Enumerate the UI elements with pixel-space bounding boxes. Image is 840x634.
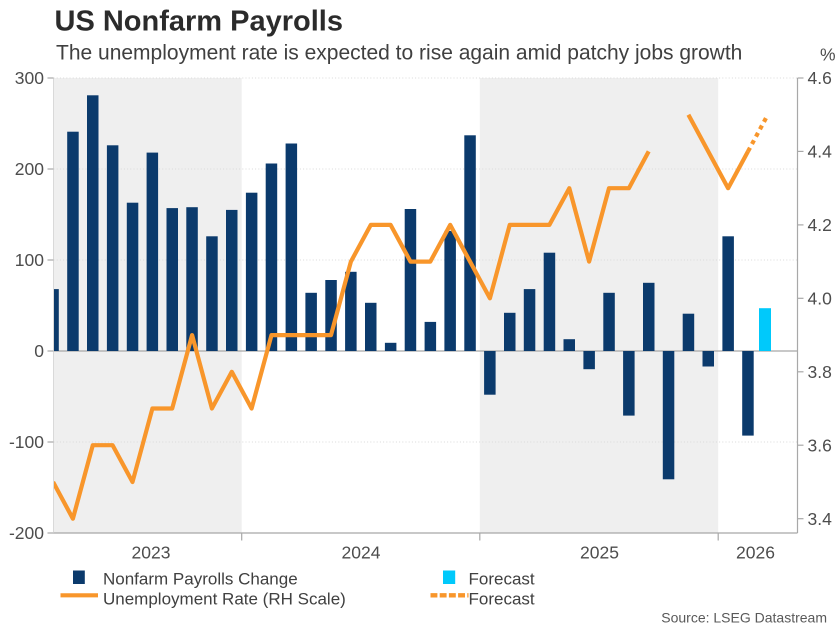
svg-text:Nonfarm Payrolls Change: Nonfarm Payrolls Change <box>103 570 298 589</box>
svg-text:4.2: 4.2 <box>808 215 832 235</box>
svg-text:-100: -100 <box>9 432 44 452</box>
svg-text:3.4: 3.4 <box>808 509 833 529</box>
svg-text:US Nonfarm Payrolls: US Nonfarm Payrolls <box>55 6 343 38</box>
svg-text:2024: 2024 <box>342 543 381 563</box>
svg-text:3.8: 3.8 <box>808 362 832 382</box>
svg-text:0: 0 <box>34 341 44 361</box>
svg-text:2025: 2025 <box>580 543 619 563</box>
svg-text:-200: -200 <box>9 523 44 543</box>
svg-text:%: % <box>820 45 836 65</box>
svg-text:200: 200 <box>15 159 44 179</box>
svg-text:2023: 2023 <box>132 543 171 563</box>
svg-text:4.6: 4.6 <box>808 68 832 88</box>
svg-text:4.4: 4.4 <box>808 142 833 162</box>
svg-text:Forecast: Forecast <box>469 570 535 589</box>
svg-text:100: 100 <box>15 250 44 270</box>
svg-text:3.6: 3.6 <box>808 435 832 455</box>
svg-text:Source: LSEG Datastream: Source: LSEG Datastream <box>661 610 827 626</box>
svg-text:The unemployment rate is expec: The unemployment rate is expected to ris… <box>56 42 742 65</box>
svg-text:2026: 2026 <box>736 543 775 563</box>
svg-text:Forecast: Forecast <box>469 589 535 608</box>
svg-text:4.0: 4.0 <box>808 289 833 309</box>
svg-text:300: 300 <box>15 68 44 88</box>
svg-text:Unemployment Rate (RH Scale): Unemployment Rate (RH Scale) <box>103 589 346 608</box>
